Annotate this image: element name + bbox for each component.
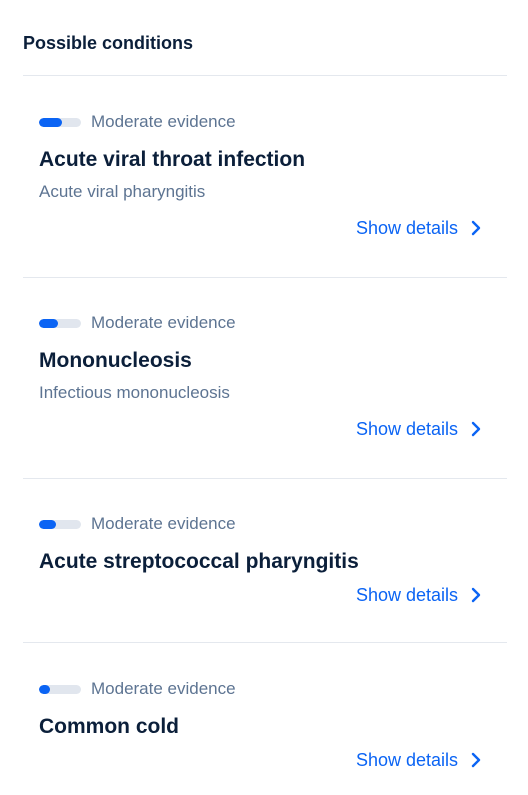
evidence-bar-fill xyxy=(39,118,62,127)
evidence-bar-fill xyxy=(39,685,50,694)
divider xyxy=(23,277,507,278)
page-title: Possible conditions xyxy=(23,33,193,53)
show-details-label: Show details xyxy=(356,418,458,440)
evidence-label: Moderate evidence xyxy=(91,112,236,132)
evidence-label: Moderate evidence xyxy=(91,514,236,534)
chevron-right-icon xyxy=(470,220,482,236)
divider xyxy=(23,642,507,643)
chevron-right-icon xyxy=(470,752,482,768)
divider xyxy=(23,478,507,479)
evidence-indicator: Moderate evidence xyxy=(39,514,236,534)
show-details-link[interactable]: Show details xyxy=(356,749,482,771)
show-details-link[interactable]: Show details xyxy=(356,217,482,239)
show-details-label: Show details xyxy=(356,584,458,606)
show-details-label: Show details xyxy=(356,749,458,771)
condition-name: Common cold xyxy=(39,715,179,739)
show-details-link[interactable]: Show details xyxy=(356,584,482,606)
evidence-indicator: Moderate evidence xyxy=(39,313,236,333)
condition-subtitle: Infectious mononucleosis xyxy=(39,383,230,403)
condition-name: Acute viral throat infection xyxy=(39,148,305,172)
evidence-bar xyxy=(39,118,81,127)
chevron-right-icon xyxy=(470,421,482,437)
condition-card: Moderate evidence Common cold Show detai… xyxy=(23,679,507,789)
evidence-label: Moderate evidence xyxy=(91,679,236,699)
evidence-bar xyxy=(39,685,81,694)
condition-subtitle: Acute viral pharyngitis xyxy=(39,182,205,202)
evidence-bar xyxy=(39,319,81,328)
condition-card: Moderate evidence Acute streptococcal ph… xyxy=(23,514,507,624)
condition-name: Mononucleosis xyxy=(39,349,192,373)
evidence-bar xyxy=(39,520,81,529)
evidence-indicator: Moderate evidence xyxy=(39,679,236,699)
evidence-indicator: Moderate evidence xyxy=(39,112,236,132)
chevron-right-icon xyxy=(470,587,482,603)
show-details-link[interactable]: Show details xyxy=(356,418,482,440)
show-details-label: Show details xyxy=(356,217,458,239)
condition-card: Moderate evidence Acute viral throat inf… xyxy=(23,112,507,252)
evidence-label: Moderate evidence xyxy=(91,313,236,333)
evidence-bar-fill xyxy=(39,520,56,529)
condition-name: Acute streptococcal pharyngitis xyxy=(39,550,359,574)
evidence-bar-fill xyxy=(39,319,58,328)
condition-card: Moderate evidence Mononucleosis Infectio… xyxy=(23,313,507,453)
divider xyxy=(23,75,507,76)
